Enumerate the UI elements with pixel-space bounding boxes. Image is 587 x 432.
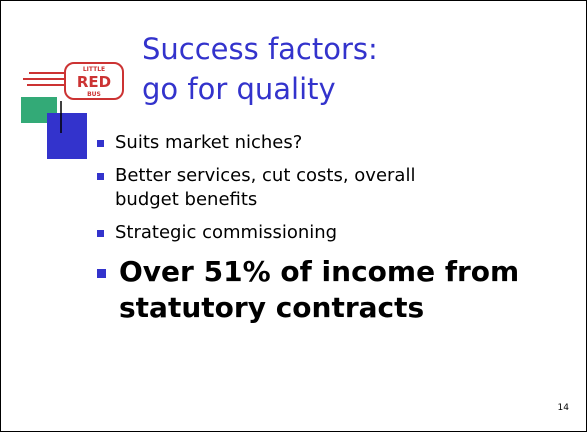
- title-line: go for quality: [142, 72, 336, 106]
- logo-main: RED: [77, 73, 111, 91]
- bullet-line: Over 51% of income from: [119, 255, 520, 288]
- bullet: Over 51% of income from statutory contrac…: [97, 254, 577, 326]
- logo: LITTLE RED BUS: [23, 62, 124, 100]
- bullet: Better services, cut costs, overall budge…: [97, 164, 577, 212]
- bullet-marker: [97, 230, 104, 237]
- bullet-marker: [97, 269, 106, 278]
- bullet-line: statutory contracts: [119, 291, 425, 324]
- bullet-list: Suits market niches? Better services, cut…: [97, 131, 577, 335]
- logo-bottom: BUS: [87, 91, 101, 98]
- bullet-line: Strategic commissioning: [115, 222, 338, 243]
- title-line: Success factors:: [142, 32, 378, 66]
- bullet-line: Better services, cut costs, overall: [115, 165, 416, 186]
- bullet-line: budget benefits: [115, 189, 258, 210]
- blue-block: [47, 113, 87, 159]
- bullet-marker: [97, 140, 104, 147]
- bullet: Suits market niches?: [97, 131, 577, 155]
- logo-top: LITTLE: [83, 66, 105, 73]
- bullet: Strategic commissioning: [97, 221, 577, 245]
- title: Success factors: go for quality: [142, 29, 378, 109]
- decoration: LITTLE RED BUS: [21, 62, 124, 159]
- bullet-line: Suits market niches?: [115, 132, 303, 153]
- page-number: 14: [557, 403, 569, 413]
- bullet-marker: [97, 173, 104, 180]
